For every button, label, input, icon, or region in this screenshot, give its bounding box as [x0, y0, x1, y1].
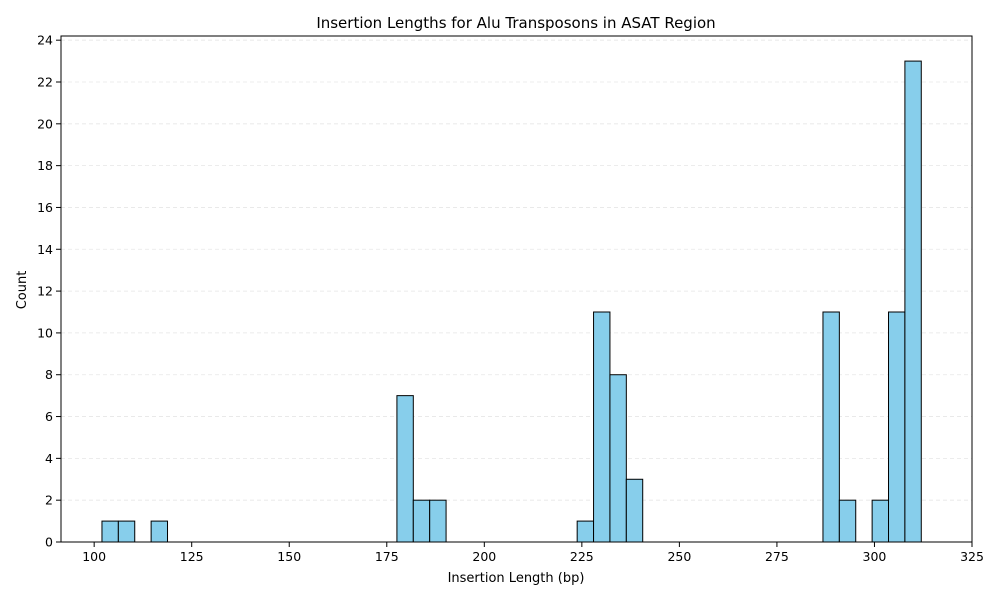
x-axis-label: Insertion Length (bp)	[448, 571, 585, 586]
histogram-bar	[429, 499, 447, 543]
histogram-bar	[888, 311, 906, 543]
histogram-bar	[117, 520, 136, 543]
histogram-bar	[871, 499, 890, 543]
x-tick-label: 325	[960, 549, 984, 564]
x-tick-label: 175	[375, 549, 399, 564]
y-tick-label: 2	[45, 493, 53, 508]
x-tick-label: 250	[667, 549, 691, 564]
x-tick-label: 225	[570, 549, 594, 564]
y-tick-label: 18	[37, 158, 53, 173]
x-tick-label: 275	[765, 549, 789, 564]
plot-frame	[60, 35, 973, 543]
y-tick-label: 24	[37, 33, 53, 48]
y-tick-label: 0	[45, 535, 53, 550]
histogram-bar	[396, 395, 414, 543]
y-tick-label: 14	[37, 242, 53, 257]
histogram-bar	[150, 520, 169, 543]
histogram-bar	[822, 311, 840, 543]
y-tick-label: 20	[37, 116, 53, 131]
histogram-bar	[904, 60, 922, 543]
y-tick-label: 22	[37, 75, 53, 90]
histogram-bar	[625, 478, 644, 543]
chart-title: Insertion Lengths for Alu Transposons in…	[316, 14, 715, 32]
y-axis-label: Count	[15, 271, 30, 310]
histogram-bar	[838, 499, 857, 543]
x-tick-label: 200	[472, 549, 496, 564]
y-tick-label: 4	[45, 451, 53, 466]
bars	[101, 60, 922, 543]
y-tick-label: 12	[37, 284, 53, 299]
y-tick-label: 8	[45, 367, 53, 382]
x-axis-ticks: 100 125 150 175 200 225 250 275 300 325	[82, 542, 984, 564]
x-tick-label: 125	[180, 549, 204, 564]
y-tick-label: 10	[37, 325, 53, 340]
y-tick-label: 6	[45, 409, 53, 424]
x-tick-label: 150	[277, 549, 301, 564]
x-tick-label: 100	[82, 549, 106, 564]
histogram-bar	[576, 520, 595, 543]
histogram-bar	[593, 311, 611, 543]
histogram-bar	[412, 499, 431, 543]
y-tick-label: 16	[37, 200, 53, 215]
grid-lines	[61, 39, 972, 543]
histogram-bar	[101, 520, 119, 543]
x-tick-label: 300	[863, 549, 887, 564]
histogram-bar	[609, 374, 627, 543]
